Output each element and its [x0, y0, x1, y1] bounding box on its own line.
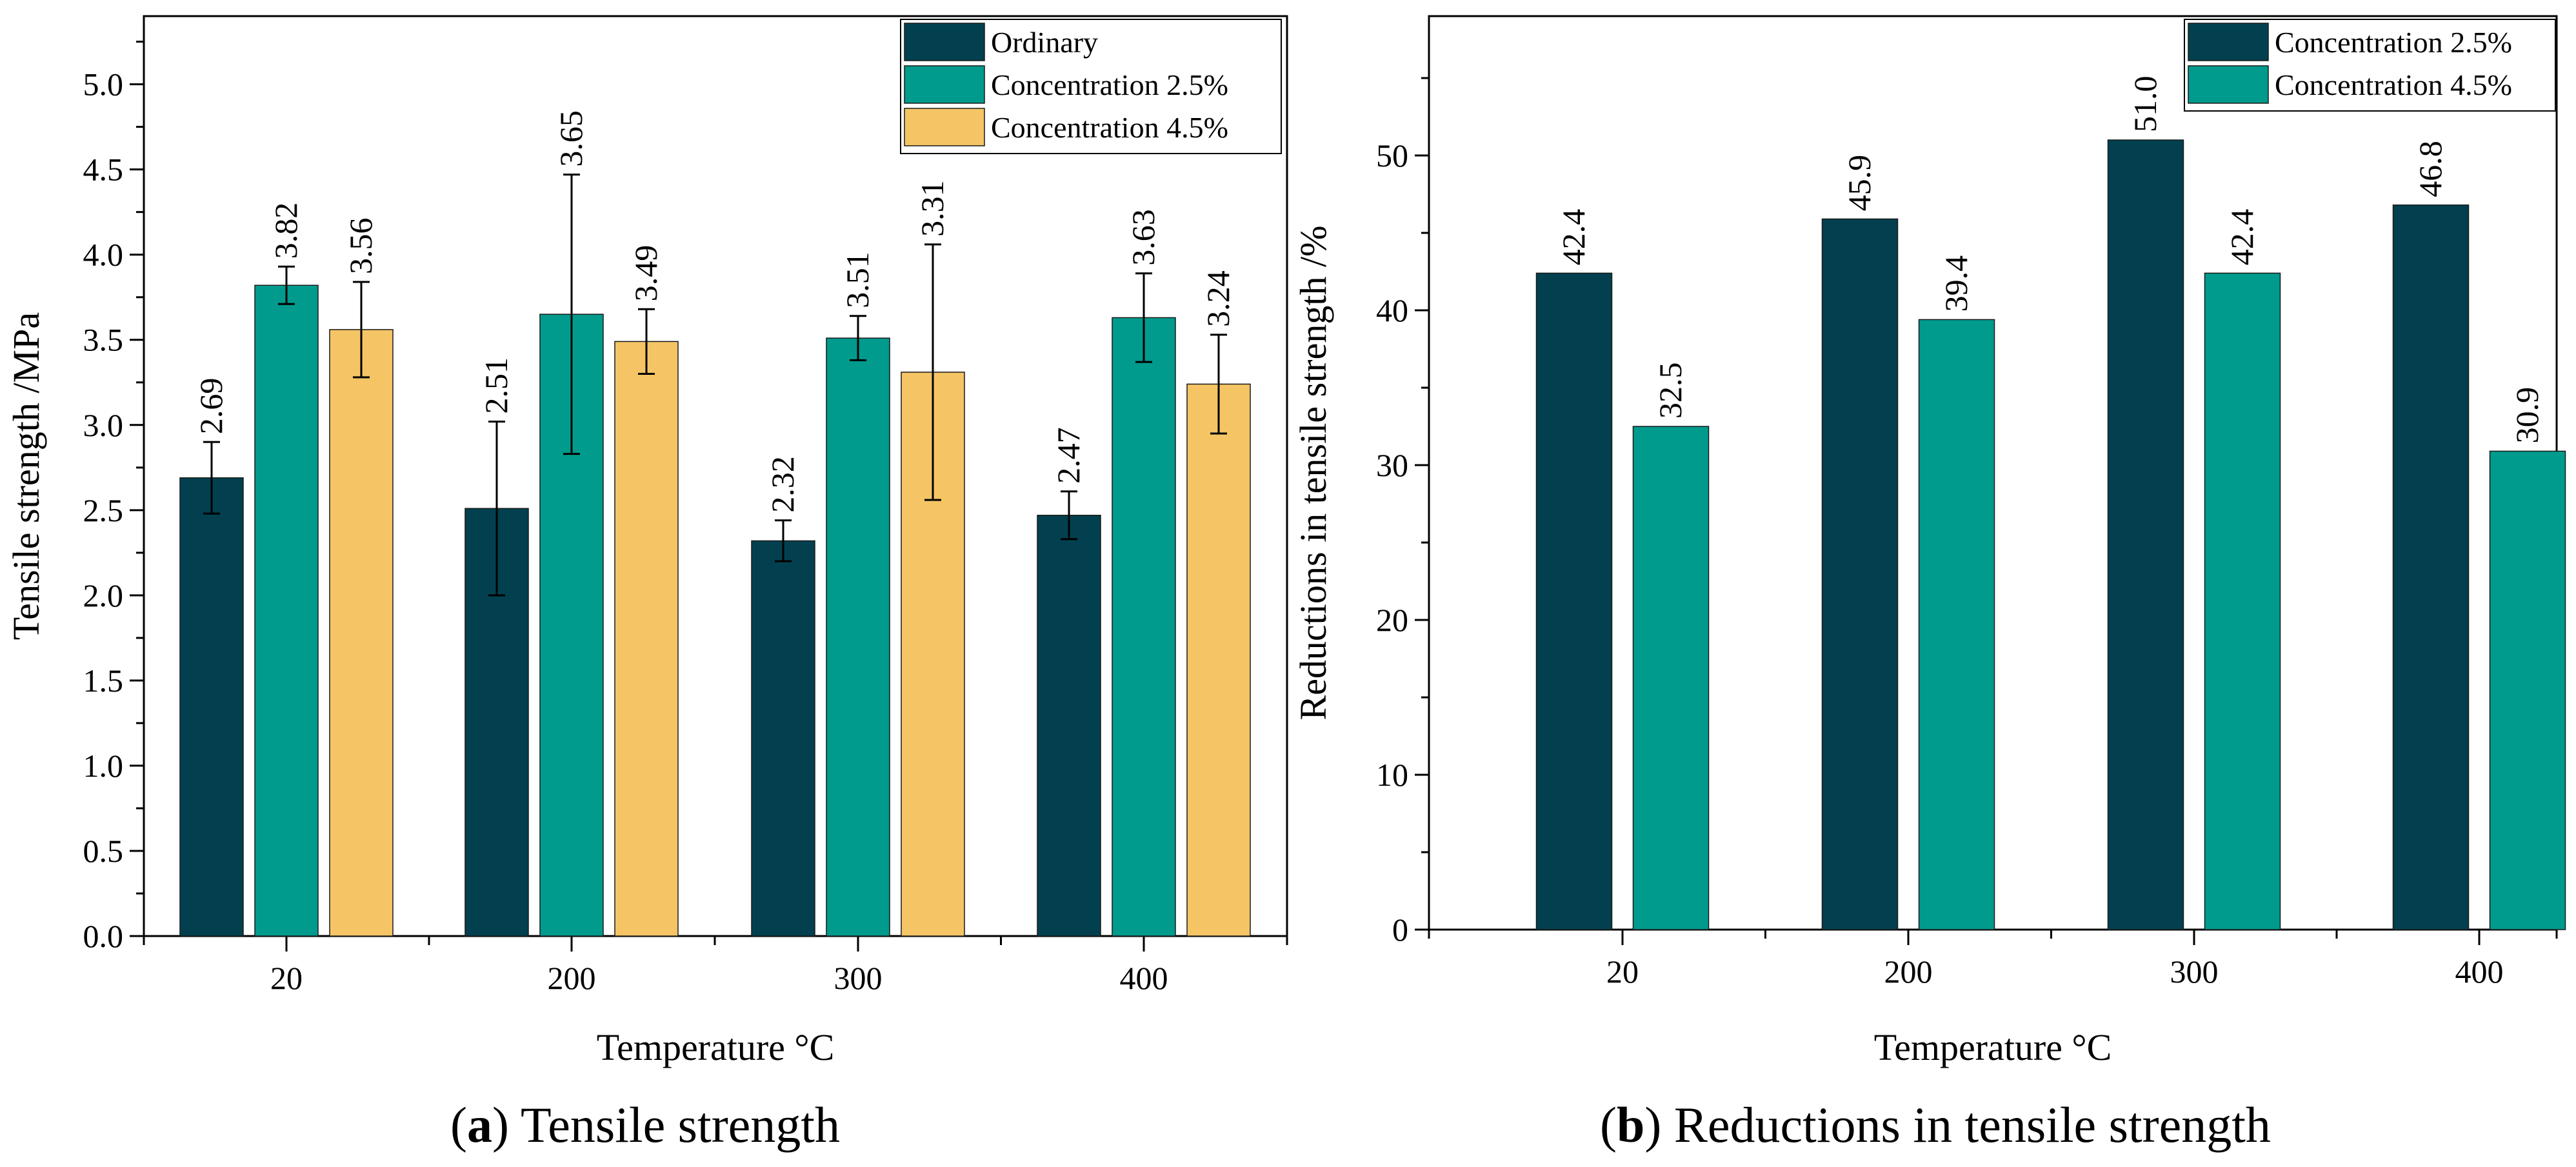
- y-tick-label: 10: [1376, 757, 1408, 793]
- x-tick-label: 200: [548, 960, 596, 996]
- data-label: 3.82: [268, 203, 304, 259]
- y-tick-label: 0.5: [83, 833, 124, 869]
- bar: [1037, 514, 1101, 937]
- data-label: 3.63: [1125, 209, 1161, 266]
- y-tick-label: 40: [1376, 292, 1408, 328]
- y-tick-label: 1.5: [83, 663, 124, 699]
- chart-b: 0 10 20 30 40 50 20 200 300 400 42.4 45.9 51.0 46.8 32…: [1292, 15, 2566, 1153]
- legend-swatch: [904, 108, 985, 146]
- chart-a: 0.0 0.5 1.0 1.5 2.0 2.5 3.0 3.5 4.0 4.5 5.0 20 200 30…: [5, 15, 1288, 1153]
- bar: [2107, 139, 2184, 930]
- x-tick-label: 300: [2170, 953, 2219, 990]
- bar: [1186, 383, 1251, 937]
- y-axis-title: Tensile strength /MPa: [5, 312, 47, 640]
- x-tick-label: 20: [1606, 953, 1639, 990]
- legend-swatch: [904, 23, 985, 61]
- bar: [1535, 272, 1613, 930]
- data-label: 3.65: [553, 110, 589, 167]
- legend: Concentration 2.5% Concentration 4.5%: [2184, 19, 2556, 112]
- data-label: 46.8: [2412, 141, 2448, 197]
- x-tick-label: 400: [2455, 953, 2504, 990]
- bar: [1821, 218, 1899, 930]
- bar: [751, 540, 815, 937]
- x-tick-label: 200: [1884, 953, 1933, 990]
- y-tick-label: 4.0: [83, 237, 124, 273]
- y-tick-label: 20: [1376, 602, 1408, 638]
- data-label: 42.4: [2224, 209, 2260, 266]
- legend-swatch: [904, 65, 985, 104]
- data-label: 3.51: [839, 252, 875, 308]
- data-label: 51.0: [2127, 76, 2163, 133]
- y-tick-label: 30: [1376, 447, 1408, 483]
- y-tick-label: 3.0: [83, 407, 124, 443]
- legend-label: Concentration 4.5%: [2275, 68, 2512, 101]
- caption-text: ) Reductions in tensile strength: [1644, 1097, 2271, 1153]
- legend: Ordinary Concentration 2.5% Concentration …: [900, 19, 1282, 154]
- caption: (b) Reductions in tensile strength: [1600, 1097, 2271, 1153]
- y-tick-label: 5.0: [83, 66, 124, 103]
- x-tick-label: 400: [1120, 960, 1168, 996]
- legend-label: Concentration 2.5%: [991, 68, 1228, 101]
- y-tick-label: 50: [1376, 137, 1408, 174]
- x-axis-title: Temperature °C: [597, 1026, 835, 1068]
- bar: [614, 341, 679, 937]
- x-axis-title: Temperature °C: [1874, 1026, 2112, 1068]
- data-label: 2.69: [193, 378, 229, 435]
- y-tick-label: 2.0: [83, 577, 124, 613]
- data-label: 3.49: [628, 245, 664, 302]
- legend-swatch: [2188, 65, 2269, 104]
- bar: [329, 329, 394, 937]
- bar: [254, 284, 319, 937]
- caption-text: ) Tensile strength: [492, 1097, 840, 1153]
- caption-letter: a: [467, 1097, 492, 1153]
- legend-label: Concentration 4.5%: [991, 111, 1228, 144]
- bar: [1918, 319, 1995, 930]
- data-label: 3.31: [914, 180, 950, 237]
- y-tick-label: 1.0: [83, 748, 124, 784]
- legend-swatch: [2188, 23, 2269, 61]
- bar: [2392, 204, 2470, 930]
- data-label: 42.4: [1555, 209, 1592, 266]
- bar: [179, 477, 244, 937]
- caption-open: (: [1600, 1097, 1617, 1153]
- bar: [2489, 450, 2566, 930]
- bar: [826, 337, 890, 937]
- bar: [1112, 317, 1176, 937]
- caption-open: (: [450, 1097, 467, 1153]
- data-label: 3.56: [343, 217, 379, 274]
- data-label: 39.4: [1938, 255, 1974, 312]
- data-label: 2.47: [1050, 427, 1086, 484]
- bar: [2204, 272, 2281, 930]
- y-axis-title: Reductions in tensile strength /%: [1292, 226, 1334, 721]
- data-label: 2.51: [478, 357, 514, 414]
- data-label: 30.9: [2509, 387, 2545, 444]
- legend-label: Concentration 2.5%: [2275, 26, 2512, 59]
- data-label: 2.32: [764, 456, 801, 513]
- y-tick-label: 3.5: [83, 322, 124, 358]
- caption-letter: b: [1617, 1097, 1644, 1153]
- bar: [1632, 426, 1710, 930]
- y-tick-label: 0.0: [83, 918, 124, 954]
- legend-label: Ordinary: [991, 26, 1098, 59]
- data-label: 45.9: [1841, 155, 1877, 212]
- y-tick-label: 0: [1392, 912, 1408, 948]
- y-tick-label: 2.5: [83, 492, 124, 528]
- x-tick-label: 20: [270, 960, 303, 996]
- y-tick-label: 4.5: [83, 152, 124, 188]
- data-label: 32.5: [1652, 363, 1688, 419]
- data-label: 3.24: [1200, 270, 1236, 327]
- x-tick-label: 300: [834, 960, 883, 996]
- caption: (a) Tensile strength: [450, 1097, 840, 1153]
